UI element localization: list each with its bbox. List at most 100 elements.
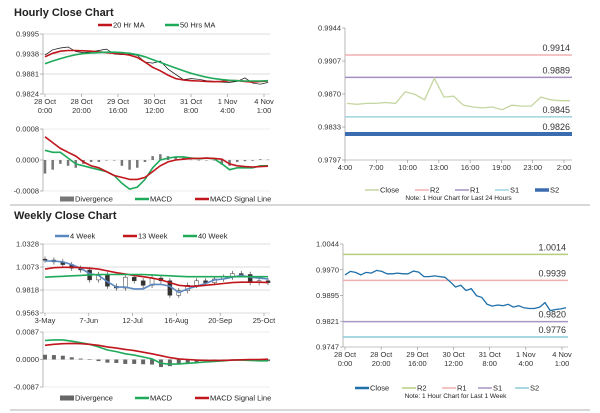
- y-tick-label: 0.9824: [16, 90, 39, 99]
- level-label-r2: 1.0014: [538, 242, 566, 252]
- divergence-bar: [259, 159, 262, 160]
- x-tick-label: 10:00: [398, 163, 417, 172]
- divergence-bar: [159, 154, 162, 160]
- x-tick-label: 25-Oct: [253, 316, 276, 325]
- x-tick-label: 4 Nov: [254, 97, 274, 106]
- x-tick-label: 4 Nov: [552, 350, 572, 359]
- x-tick-label: 3-May: [35, 316, 56, 325]
- divergence-bar: [141, 359, 146, 365]
- y-tick-label: 0.0008: [16, 125, 39, 134]
- candle-body: [140, 280, 146, 286]
- x-tick-label: 20-Sep: [208, 316, 232, 325]
- legend-label: 40 Week: [198, 232, 228, 241]
- x-tick-label: 30 Oct: [143, 97, 166, 106]
- legend-label: Close: [380, 186, 399, 195]
- x-tick-label: 23:00: [523, 163, 542, 172]
- legend-label: MACD Signal Line: [210, 195, 271, 204]
- chart-note: Note: 1 Hour Chart for Last 1 Week: [405, 393, 508, 400]
- divergence-bar: [96, 359, 101, 362]
- divergence-bar: [176, 359, 181, 365]
- legend-label: S1: [510, 186, 519, 195]
- chart-4: [40, 331, 270, 401]
- x-tick-label: 30 Oct: [442, 350, 465, 359]
- divergence-bar: [43, 354, 47, 360]
- series-line-close: [346, 76, 570, 111]
- series-line-40-week: [44, 273, 268, 278]
- divergence-bar: [167, 359, 172, 367]
- y-tick-label: 0.9938: [16, 50, 39, 59]
- x-tick-label: 29 Oct: [107, 97, 130, 106]
- y-tick-label: -0.0087: [14, 383, 39, 392]
- y-tick-label: 0.9995: [16, 30, 39, 39]
- candle-body: [123, 276, 128, 289]
- series-line-close: [344, 269, 567, 312]
- y-tick-label: 0.9895: [316, 291, 339, 300]
- level-label-s1: 0.9845: [542, 105, 570, 115]
- x-tick-label: 16:00: [408, 359, 427, 368]
- y-tick-label: 1.0328: [16, 240, 39, 249]
- y-tick-label: 0.9944: [318, 24, 341, 33]
- level-label-s2: 0.9826: [542, 122, 570, 132]
- x-tick-label: 4:00: [519, 359, 534, 368]
- candle-body: [247, 274, 253, 283]
- legend-label: Close: [370, 384, 389, 393]
- x-tick-label: 4:00: [220, 106, 235, 115]
- candle-body: [238, 273, 244, 275]
- divergence-bar: [69, 357, 74, 360]
- divergence-bar: [120, 160, 124, 166]
- y-tick-label: 0.0000: [16, 156, 39, 165]
- divergence-bar: [235, 160, 239, 162]
- x-tick-label: 4:00: [338, 163, 353, 172]
- x-tick-label: 0:00: [38, 106, 53, 115]
- legend-label: 4 Week: [70, 232, 96, 241]
- divergence-bar: [60, 355, 65, 360]
- legend-label: Divergence: [75, 195, 113, 204]
- y-tick-label: 0.9747: [316, 343, 339, 352]
- x-tick-label: 16-Aug: [164, 316, 188, 325]
- x-tick-label: 28 Oct: [70, 97, 93, 106]
- legend-label: 50 Hrs MA: [180, 21, 215, 30]
- level-label-r2: 0.9914: [542, 43, 570, 53]
- y-tick-label: 0.0000: [16, 355, 39, 364]
- series-line-50-hrs-ma: [44, 51, 269, 82]
- y-tick-label: 0.9563: [16, 309, 39, 318]
- x-tick-label: 16:00: [461, 163, 480, 172]
- legend-label: S1: [493, 384, 502, 393]
- level-label-r1: 0.9939: [538, 268, 566, 278]
- divergence-bar: [251, 160, 254, 161]
- legend-label: MACD: [150, 195, 173, 204]
- x-tick-label: 7-Jun: [79, 316, 98, 325]
- y-tick-label: 0.9907: [318, 57, 341, 66]
- x-tick-label: 12:00: [145, 106, 164, 115]
- x-tick-label: 8:00: [184, 106, 199, 115]
- legend-label: MACD: [150, 394, 173, 403]
- y-tick-label: 0.9833: [318, 123, 341, 132]
- chart-2: [342, 27, 572, 192]
- divergence-bar: [228, 160, 231, 166]
- legend-label: 20 Hr MA: [113, 21, 145, 30]
- divergence-bar: [143, 160, 147, 162]
- legend-label: R2: [430, 186, 440, 195]
- divergence-bar: [51, 160, 54, 170]
- x-tick-label: 1 Nov: [218, 97, 238, 106]
- divergence-bar: [43, 160, 47, 174]
- divergence-bar: [220, 160, 224, 165]
- hourly-chart-title: Hourly Close Chart: [14, 7, 114, 19]
- divergence-bar: [266, 159, 270, 161]
- series-line-macd-signal-line: [44, 136, 269, 181]
- divergence-bar: [189, 159, 193, 161]
- divergence-bar: [212, 160, 216, 161]
- x-tick-label: 7:00: [369, 163, 384, 172]
- legend-label: R1: [470, 186, 480, 195]
- legend-label: S2: [530, 384, 539, 393]
- divergence-bar: [112, 160, 116, 161]
- divergence-bar: [205, 160, 208, 161]
- divergence-bar: [185, 359, 190, 364]
- candle-body: [42, 258, 48, 261]
- y-tick-label: 1.0044: [316, 240, 339, 249]
- x-tick-label: 1:00: [257, 106, 272, 115]
- candle-body: [265, 280, 271, 283]
- divergence-bar: [132, 359, 137, 364]
- y-tick-label: 0.9870: [318, 90, 341, 99]
- divergence-bar: [105, 359, 110, 363]
